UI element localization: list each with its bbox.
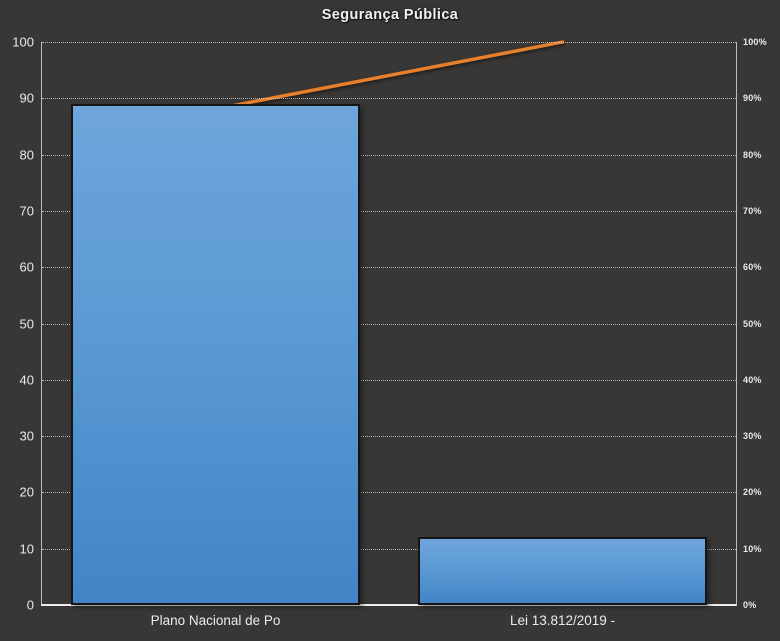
gridline	[42, 42, 736, 43]
gridline	[42, 267, 736, 269]
left-axis-tick-label: 70	[19, 203, 34, 219]
left-axis-tick-label: 80	[19, 147, 34, 163]
x-axis-line	[41, 604, 737, 606]
left-axis-tick-label: 100	[12, 34, 34, 50]
category-label: Plano Nacional de Po	[150, 613, 281, 628]
right-axis-tick-label: 100%	[743, 37, 767, 47]
category-label: Lei 13.812/2019 -	[509, 613, 616, 628]
left-axis-tick-label: 30	[19, 428, 34, 444]
bar-1[interactable]	[71, 103, 360, 605]
gridline	[42, 379, 736, 381]
right-axis-tick-label: 60%	[743, 262, 762, 273]
left-axis-tick-label: 60	[19, 259, 34, 275]
gridline	[42, 436, 736, 438]
right-axis-tick-label: 20%	[743, 487, 762, 498]
chart-title: Segurança Pública	[321, 7, 459, 23]
right-axis-tick-label: 0%	[743, 600, 757, 610]
right-axis-tick-label: 90%	[743, 93, 762, 104]
left-axis-tick-label: 10	[19, 541, 34, 557]
left-axis-tick-label: 90	[19, 90, 34, 106]
left-axis-tick-label: 50	[19, 316, 34, 331]
right-axis-tick-label: 10%	[743, 543, 762, 554]
right-axis-tick-label: 70%	[743, 205, 762, 216]
right-axis-tick-label: 40%	[743, 374, 762, 385]
plot-area	[41, 40, 737, 606]
bar-2[interactable]	[418, 537, 707, 605]
right-axis-tick-label: 30%	[743, 431, 762, 442]
gridline	[42, 98, 736, 100]
gridline	[42, 210, 736, 212]
left-axis-tick-label: 0	[26, 597, 34, 613]
right-axis-tick-label: 80%	[743, 149, 762, 160]
left-axis-tick-label: 20	[19, 484, 34, 500]
gridline	[42, 492, 736, 494]
left-axis-tick-label: 40	[19, 372, 34, 388]
gridline	[42, 154, 736, 156]
gridline	[42, 323, 736, 325]
gridline	[42, 548, 736, 550]
cumulative-percentage-line[interactable]	[213, 40, 565, 111]
cumulative-line-layer	[213, 40, 565, 111]
right-axis-tick-label: 50%	[743, 318, 762, 329]
